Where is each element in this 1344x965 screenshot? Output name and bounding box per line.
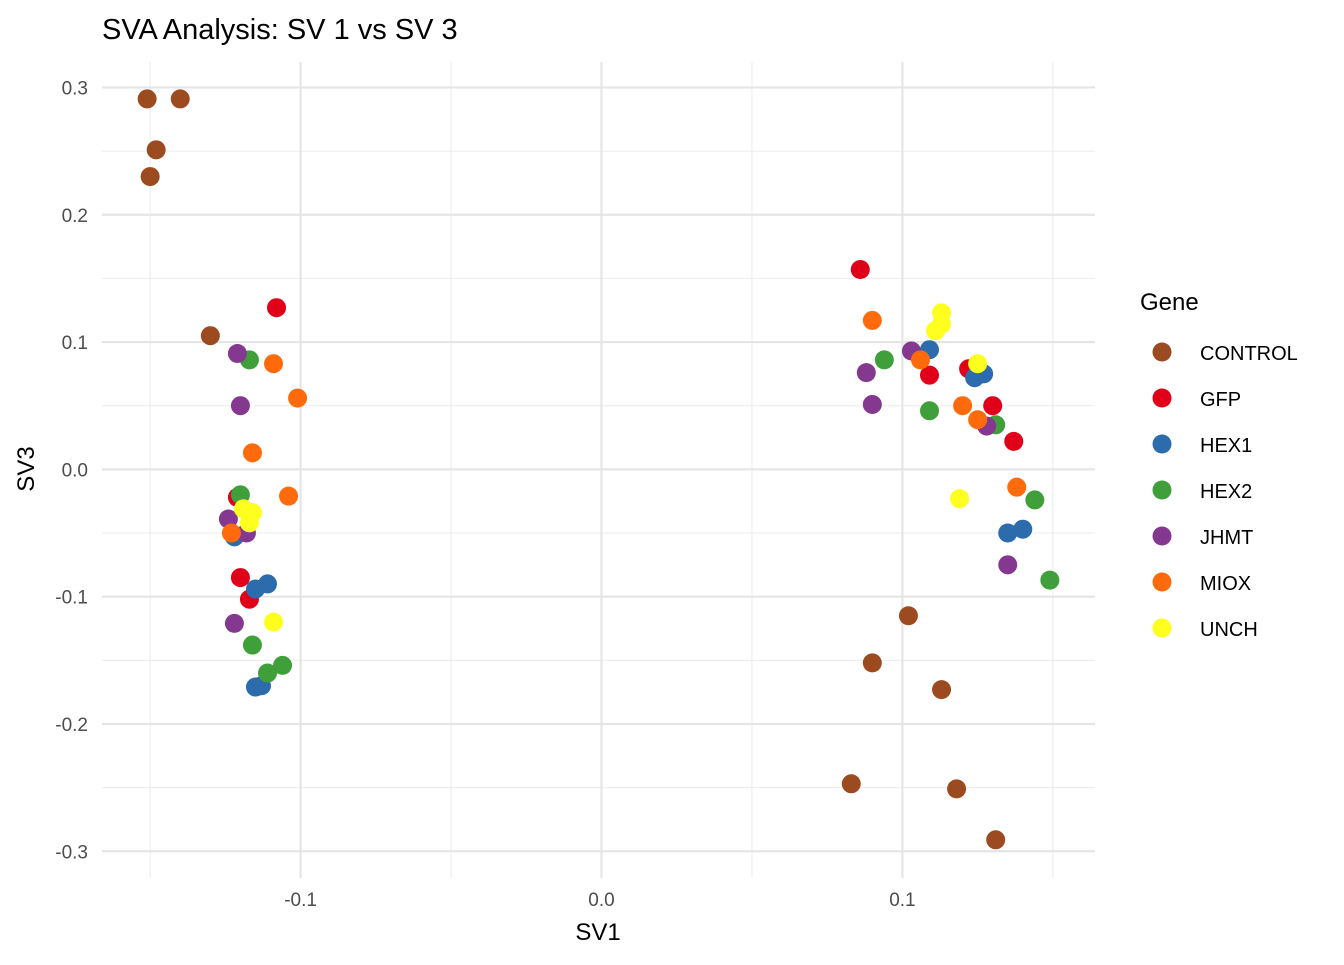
point-miox	[242, 443, 262, 463]
legend: Gene CONTROL GFP HEX1 HEX2 JHMT MIOX UNCH	[1140, 289, 1298, 641]
point-miox	[264, 354, 284, 374]
point-hex1	[1013, 519, 1033, 539]
point-hex1	[245, 579, 265, 599]
point-miox	[953, 396, 973, 416]
y-tick-label: -0.1	[55, 588, 88, 609]
legend-label-gfp: GFP	[1200, 389, 1241, 411]
x-tick-label: 0.0	[588, 890, 614, 911]
x-tick-label: 0.1	[889, 890, 915, 911]
grid	[102, 62, 1095, 878]
legend-label-jhmt: JHMT	[1200, 527, 1253, 549]
points	[137, 89, 1060, 850]
point-miox	[862, 310, 882, 330]
point-miox	[279, 486, 299, 506]
point-unch	[926, 321, 946, 341]
legend-label-control: CONTROL	[1200, 343, 1298, 365]
point-miox	[288, 388, 308, 408]
point-hex2	[242, 635, 262, 655]
point-unch	[950, 489, 970, 509]
point-hex2	[273, 655, 293, 675]
point-control	[137, 89, 157, 109]
legend-key-unch	[1152, 618, 1172, 638]
point-gfp	[983, 396, 1003, 416]
y-tick-label: 0.1	[62, 333, 88, 354]
legend-label-miox: MIOX	[1200, 573, 1251, 595]
point-jhmt	[998, 555, 1018, 575]
point-miox	[1007, 477, 1027, 497]
legend-key-hex1	[1152, 434, 1172, 454]
point-jhmt	[862, 394, 882, 414]
point-control	[146, 140, 166, 160]
legend-key-hex2	[1152, 480, 1172, 500]
legend-label-hex2: HEX2	[1200, 481, 1252, 503]
point-control	[986, 830, 1006, 850]
point-gfp	[850, 260, 870, 280]
legend-title: Gene	[1140, 289, 1199, 316]
point-jhmt	[227, 344, 247, 364]
y-tick-label: -0.2	[55, 715, 88, 736]
point-control	[947, 779, 967, 799]
point-hex2	[920, 401, 939, 421]
point-gfp	[1004, 431, 1024, 451]
y-tick-label: 0.2	[62, 206, 88, 227]
y-tick-label: 0.3	[62, 78, 88, 99]
point-control	[862, 653, 882, 673]
point-hex2	[1040, 570, 1060, 590]
chart-title: SVA Analysis: SV 1 vs SV 3	[102, 14, 458, 46]
point-hex2	[874, 350, 894, 370]
point-unch	[264, 612, 284, 632]
legend-key-control	[1152, 342, 1172, 362]
y-tick-label: 0.0	[62, 460, 88, 481]
point-gfp	[230, 568, 250, 588]
legend-key-jhmt	[1152, 526, 1172, 546]
point-hex2	[258, 663, 277, 683]
y-axis-label: SV3	[13, 446, 40, 491]
point-miox	[910, 350, 930, 370]
point-unch	[968, 354, 988, 374]
point-jhmt	[224, 613, 244, 633]
legend-label-hex1: HEX1	[1200, 435, 1252, 457]
y-tick-label: -0.3	[55, 842, 88, 863]
point-control	[170, 89, 190, 109]
legend-label-unch: UNCH	[1200, 619, 1258, 641]
point-gfp	[267, 298, 287, 318]
point-control	[932, 680, 952, 700]
x-tick-label: -0.1	[284, 890, 317, 911]
point-control	[841, 774, 861, 794]
point-unch	[239, 513, 259, 533]
point-control	[200, 326, 220, 346]
point-jhmt	[230, 396, 250, 416]
point-jhmt	[856, 363, 876, 383]
tick-labels: -0.1 0.0 0.1 0.3 0.2 0.1 0.0 -0.1 -0.2 -0.3	[55, 78, 915, 911]
legend-key-gfp	[1152, 388, 1172, 408]
point-hex1	[998, 523, 1018, 543]
legend-key-miox	[1152, 572, 1172, 592]
point-hex2	[1025, 490, 1045, 510]
point-miox	[221, 523, 241, 543]
point-gfp	[920, 365, 939, 385]
point-control	[898, 606, 918, 626]
point-control	[140, 167, 160, 187]
x-axis-label: SV1	[575, 919, 620, 946]
point-miox	[968, 410, 988, 430]
